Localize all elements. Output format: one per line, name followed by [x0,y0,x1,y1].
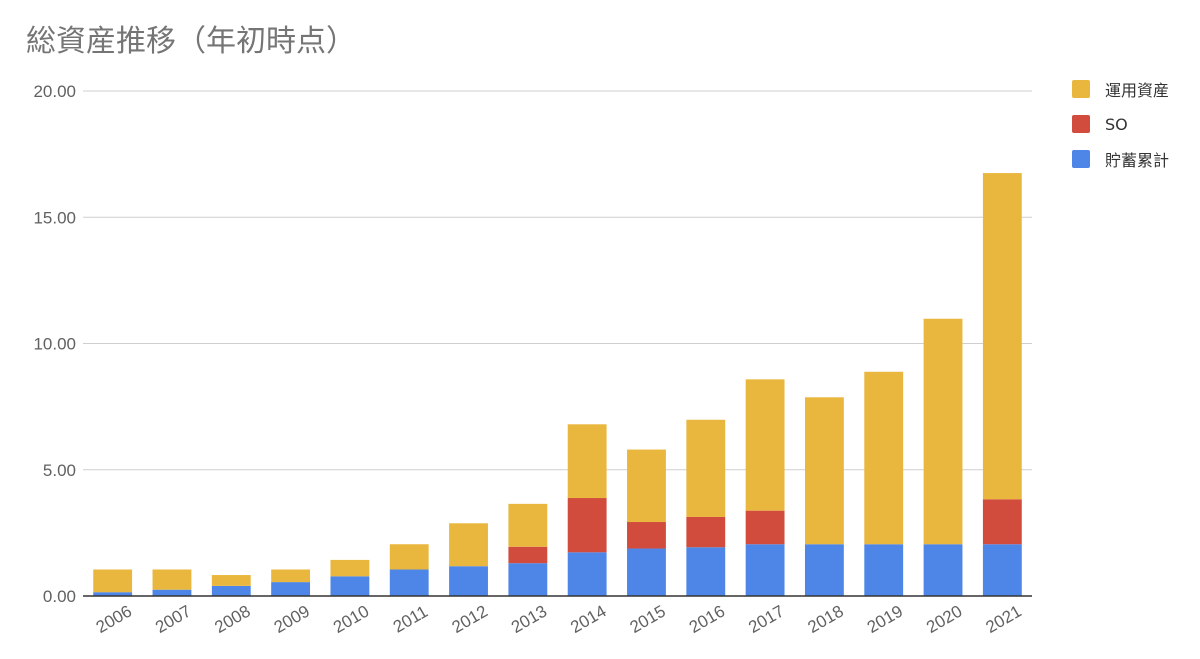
y-tick-label: 0.00 [43,587,76,606]
bar-segment [389,569,429,596]
x-tick-label: 2012 [449,602,491,637]
x-tick-label: 2014 [567,602,609,637]
bar-segment [627,522,666,549]
bar-segment [152,589,192,596]
legend-swatch [1072,115,1090,133]
x-tick-label: 2008 [211,602,253,637]
x-tick-label: 2011 [390,602,431,637]
bar-segment [211,585,251,596]
bar-segment [864,371,904,545]
bar-segment [449,566,488,596]
bar-segment [508,503,548,547]
x-tick-label: 2019 [864,602,906,637]
bar-segment [449,523,488,567]
bar-segment [982,544,1022,596]
bar-segment [93,592,133,596]
bar-segment [686,419,726,517]
bar-segment [804,544,844,596]
bar-segment [271,582,311,596]
legend-label: 貯蓄累計 [1105,151,1170,170]
chart-legend: 運用資産 SO 貯蓄累計 [1072,78,1169,183]
x-tick-label: 2006 [93,602,135,637]
x-tick-label: 2018 [805,602,847,637]
bar-segment [686,516,726,548]
chart-title: 総資産推移（年初時点） [26,24,356,59]
x-tick-label: 2009 [271,602,313,637]
x-tick-label: 2021 [982,602,1024,637]
legend-item: SO [1072,113,1169,135]
y-tick-label: 15.00 [33,208,76,227]
bar-segment [804,397,844,545]
x-tick-label: 2013 [508,602,550,637]
bar-segment [982,173,1022,500]
bar-segment [330,576,370,596]
legend-swatch [1072,150,1090,168]
bar-segment [271,569,311,583]
bar-segment [923,318,963,545]
legend-item: 運用資産 [1072,78,1169,100]
legend-label: SO [1105,114,1128,134]
bar-segment [745,510,785,545]
y-tick-label: 10.00 [33,335,76,354]
bar-segment [567,498,607,553]
x-tick-label: 2010 [330,602,372,637]
bar-segment [567,424,607,499]
bar-segment [508,546,548,564]
bar-segment [330,559,370,577]
bar-segment [686,547,726,596]
bar-segment [567,552,607,596]
bar-segment [745,544,785,596]
bar-segment [508,563,548,596]
x-tick-label: 2016 [686,602,728,637]
bar-segment [389,544,429,570]
x-tick-label: 2007 [152,602,194,637]
bar-segment [982,499,1022,545]
bar-segment [627,548,666,596]
bar-segment [93,569,133,593]
x-tick-label: 2015 [627,602,669,637]
bar-segment [923,544,963,596]
legend-item: 貯蓄累計 [1072,148,1169,170]
y-tick-label: 20.00 [33,82,76,101]
x-tick-label: 2017 [745,602,787,637]
bar-segment [745,379,785,511]
legend-label: 運用資産 [1105,81,1170,100]
bar-segment [864,544,904,596]
legend-swatch [1072,80,1090,98]
bar-segment [211,575,251,586]
bar-segment [627,449,666,523]
y-tick-label: 5.00 [43,461,76,480]
x-tick-label: 2020 [923,602,965,637]
bar-segment [152,569,192,590]
